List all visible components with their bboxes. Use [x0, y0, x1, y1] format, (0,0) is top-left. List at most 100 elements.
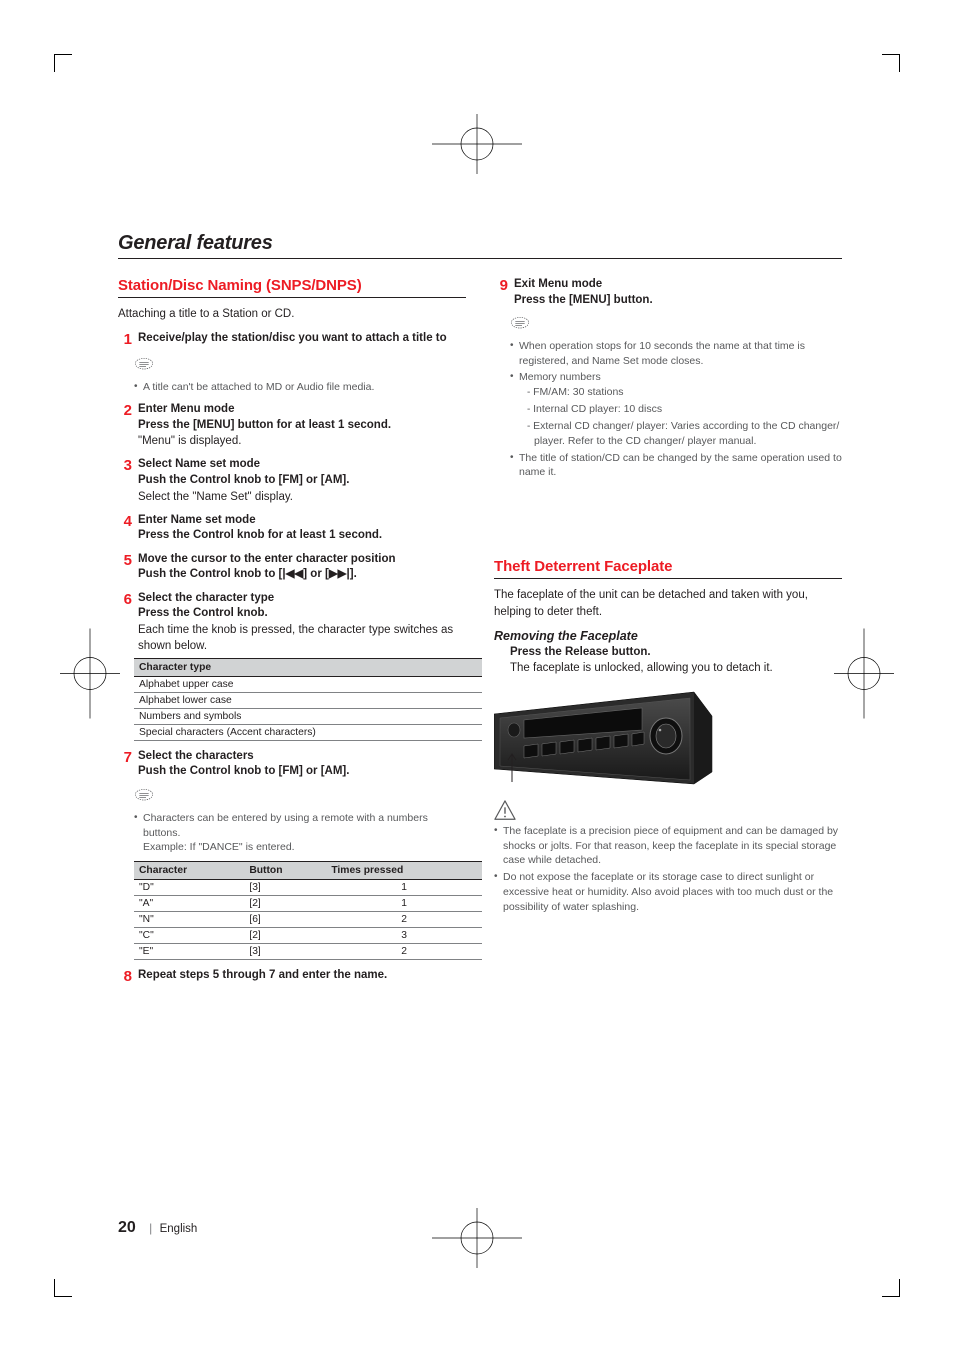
table-header: Character type — [134, 658, 482, 676]
step-heading: Repeat steps 5 through 7 and enter the n… — [138, 968, 466, 984]
table-cell: [6] — [244, 911, 326, 927]
note-example-label: Example: If "DANCE" is entered. — [143, 841, 295, 853]
step-7-notes: Characters can be entered by using a rem… — [134, 811, 466, 855]
step-action: Push the Control knob to [FM] or [AM]. — [138, 473, 466, 489]
note-item: Characters can be entered by using a rem… — [134, 811, 466, 855]
table-row: Alphabet upper case — [134, 676, 482, 692]
step-number: 9 — [494, 277, 508, 308]
step-number: 3 — [118, 457, 132, 504]
note-icon — [510, 316, 530, 330]
step-7: 7 Select the characters Push the Control… — [118, 749, 466, 780]
theft-intro: The faceplate of the unit can be detache… — [494, 587, 842, 620]
table-cell: Numbers and symbols — [134, 708, 482, 724]
theft-action: Press the Release button. — [510, 645, 842, 661]
step-6: 6 Select the character type Press the Co… — [118, 591, 466, 654]
table-cell: "N" — [134, 911, 244, 927]
table-row: Alphabet lower case — [134, 692, 482, 708]
caution-item: The faceplate is a precision piece of eq… — [494, 824, 842, 868]
section-title: General features — [118, 232, 842, 259]
example-table: Character Button Times pressed "D" [3] 1… — [134, 861, 482, 960]
step-number: 7 — [118, 749, 132, 780]
table-cell: Alphabet upper case — [134, 676, 482, 692]
table-row: "N" [6] 2 — [134, 911, 482, 927]
step-result: Each time the knob is pressed, the chara… — [138, 622, 466, 654]
step-action: Press the [MENU] button. — [514, 293, 842, 309]
step-action: Press the Control knob for at least 1 se… — [138, 528, 466, 544]
table-row: "C" [2] 3 — [134, 927, 482, 943]
step-5: 5 Move the cursor to the enter character… — [118, 552, 466, 583]
step-3: 3 Select Name set mode Push the Control … — [118, 457, 466, 504]
step-heading: Receive/play the station/disc you want t… — [138, 331, 466, 347]
footer-separator: | — [149, 1221, 152, 1235]
caution-icon — [494, 800, 516, 820]
sub-item: External CD changer/ player: Varies acco… — [534, 419, 842, 449]
step-4: 4 Enter Name set mode Press the Control … — [118, 513, 466, 544]
step-number: 1 — [118, 331, 132, 349]
note-icon — [134, 357, 154, 371]
vertical-spacer — [494, 486, 842, 558]
step-number: 4 — [118, 513, 132, 544]
table-cell: [2] — [244, 895, 326, 911]
note-item: When operation stops for 10 seconds the … — [510, 339, 842, 368]
step-number: 2 — [118, 402, 132, 449]
note-item: The title of station/CD can be changed b… — [510, 451, 842, 480]
page-footer: 20 | English — [118, 1219, 197, 1237]
caution-item: Do not expose the faceplate or its stora… — [494, 870, 842, 914]
table-row: Special characters (Accent characters) — [134, 724, 482, 740]
table-cell: Special characters (Accent characters) — [134, 724, 482, 740]
table-cell: 1 — [326, 879, 482, 895]
feature-intro: Attaching a title to a Station or CD. — [118, 306, 466, 323]
note-icon — [134, 788, 154, 802]
step-1: 1 Receive/play the station/disc you want… — [118, 331, 466, 349]
step-1-notes: A title can't be attached to MD or Audio… — [134, 380, 466, 395]
page-number: 20 — [118, 1219, 136, 1236]
sub-item: Internal CD player: 10 discs — [534, 402, 842, 417]
table-cell: "E" — [134, 943, 244, 959]
table-header: Times pressed — [326, 861, 482, 879]
table-cell: 3 — [326, 927, 482, 943]
page-body: General features Station/Disc Naming (SN… — [0, 0, 954, 1351]
table-cell: [3] — [244, 943, 326, 959]
character-type-table: Character type Alphabet upper case Alpha… — [134, 658, 482, 741]
note-item: Memory numbers FM/AM: 30 stations Intern… — [510, 370, 842, 448]
step-8: 8 Repeat steps 5 through 7 and enter the… — [118, 968, 466, 986]
note-text: Memory numbers — [519, 371, 601, 383]
step-action: Press the [MENU] button for at least 1 s… — [138, 418, 466, 434]
step-result: Select the "Name Set" display. — [138, 489, 466, 505]
step-heading: Enter Menu mode — [138, 402, 466, 418]
memory-sublist: FM/AM: 30 stations Internal CD player: 1… — [519, 385, 842, 449]
table-cell: 2 — [326, 911, 482, 927]
table-row: "E" [3] 2 — [134, 943, 482, 959]
two-column-layout: Station/Disc Naming (SNPS/DNPS) Attachin… — [118, 277, 842, 990]
footer-language: English — [160, 1223, 198, 1235]
step-heading: Enter Name set mode — [138, 513, 466, 529]
step-heading: Select Name set mode — [138, 457, 466, 473]
table-cell: [2] — [244, 927, 326, 943]
table-cell: 1 — [326, 895, 482, 911]
step-action: Press the Control knob. — [138, 606, 466, 622]
table-header: Character — [134, 861, 244, 879]
sub-item: FM/AM: 30 stations — [534, 385, 842, 400]
table-cell: [3] — [244, 879, 326, 895]
table-cell: "D" — [134, 879, 244, 895]
step-action: Push the Control knob to [FM] or [AM]. — [138, 764, 466, 780]
step-number: 5 — [118, 552, 132, 583]
step-action: Push the Control knob to [|◀◀] or [▶▶|]. — [138, 567, 466, 583]
table-cell: Alphabet lower case — [134, 692, 482, 708]
table-cell: "C" — [134, 927, 244, 943]
left-column: Station/Disc Naming (SNPS/DNPS) Attachin… — [118, 277, 466, 990]
table-cell: "A" — [134, 895, 244, 911]
theft-result: The faceplate is unlocked, allowing you … — [510, 660, 842, 676]
note-item: A title can't be attached to MD or Audio… — [134, 380, 466, 395]
step-heading: Select the character type — [138, 591, 466, 607]
feature-title-naming: Station/Disc Naming (SNPS/DNPS) — [118, 277, 466, 298]
step-9-notes: When operation stops for 10 seconds the … — [510, 339, 842, 480]
table-row: "A" [2] 1 — [134, 895, 482, 911]
note-text: Characters can be entered by using a rem… — [143, 812, 428, 839]
step-result: "Menu" is displayed. — [138, 433, 466, 449]
table-row: Numbers and symbols — [134, 708, 482, 724]
step-2: 2 Enter Menu mode Press the [MENU] butto… — [118, 402, 466, 449]
sub-heading-removing: Removing the Faceplate — [494, 629, 842, 643]
table-row: "D" [3] 1 — [134, 879, 482, 895]
table-header: Button — [244, 861, 326, 879]
